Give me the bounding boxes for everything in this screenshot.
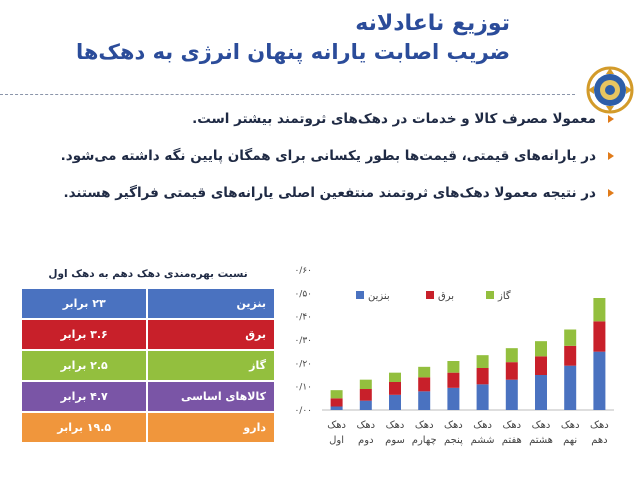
x-tick-label: هفتم [502,435,522,446]
y-tick-label: ۰/۶۰ [294,266,312,276]
bullet-item: در یارانه‌های قیمتی، قیمت‌ها بطور یکسانی… [50,147,614,165]
x-tick-label: نهم [563,435,577,446]
title-block: توزیع ناعادلانه ضریب اصابت یارانه پنهان … [76,10,510,66]
bar-segment [389,394,401,410]
x-tick-label: دهک [532,420,551,431]
x-tick-label: دهک [386,420,405,431]
legend-label: برق [438,291,454,302]
row-value: ۴.۷ برابر [19,380,149,413]
x-tick-label: دوم [358,435,373,446]
bar-segment [359,389,372,401]
table-row: برق ۳.۶ برابر [19,318,276,351]
page-title: توزیع ناعادلانه [355,11,510,36]
x-tick-label: هشتم [529,435,553,446]
legend-label: گاز [497,290,511,302]
legend-swatch [356,291,364,299]
row-value: ۱۹.۵ برابر [19,411,149,444]
row-value: ۲۳ برابر [19,287,149,320]
divider [0,94,575,95]
bar-segment [447,387,460,410]
ornament-logo-icon [586,66,634,114]
row-name: بنزین [146,287,276,320]
bar-segment [389,382,401,395]
bar-segment [593,298,606,322]
table-row: گاز ۲.۵ برابر [19,349,276,382]
bar-segment [418,377,431,392]
y-tick-label: ۰/۲۰ [294,359,312,369]
bar-segment [330,398,343,407]
x-tick-label: سوم [385,435,405,446]
bar-segment [564,345,577,366]
table-caption: نسبت بهره‌مندی دهک دهم به دهک اول [48,268,248,280]
x-tick-label: دهک [415,420,434,431]
bar-segment [330,390,343,399]
bullet-item: در نتیجه معمولا دهک‌های ثروتمند منتفعین … [50,184,614,202]
row-name: کالاهای اساسی [146,380,276,413]
x-tick-label: دهک [561,420,580,431]
bar-segment [505,362,518,380]
y-tick-label: ۰/۱۰ [294,383,312,393]
bar-segment [564,365,577,410]
legend-label: بنزین [368,291,390,302]
table-row: بنزین ۲۳ برابر [19,287,276,320]
bullet-text: در یارانه‌های قیمتی، قیمت‌ها بطور یکسانی… [60,148,596,164]
bar-segment [476,368,489,385]
row-name: گاز [146,349,276,382]
bullet-list: معمولا مصرف کالا و خدمات در دهک‌های ثروت… [50,110,614,221]
bar-segment [418,391,431,410]
row-name: دارو [146,411,276,444]
bar-segment [476,384,489,410]
row-value: ۲.۵ برابر [19,349,149,382]
bar-segment [593,321,606,352]
bar-segment [330,406,343,410]
x-tick-label: دهک [356,420,375,431]
bullet-item: معمولا مصرف کالا و خدمات در دهک‌های ثروت… [50,110,614,128]
row-value: ۳.۶ برابر [19,318,149,351]
legend-swatch [426,291,434,299]
bar-segment [447,372,460,388]
x-tick-label: چهارم [412,435,437,446]
bar-segment [418,366,431,378]
row-name: برق [146,318,276,351]
y-tick-label: ۰/۴۰ [294,313,312,323]
page-subtitle: ضریب اصابت یارانه پنهان انرژی به دهک‌ها [75,40,510,64]
y-tick-label: ۰/۵۰ [294,289,312,299]
y-tick-label: ۰/۰۰ [294,406,312,416]
bar-segment [389,372,401,382]
x-tick-label: دهک [444,420,463,431]
ratio-table: بنزین ۲۳ برابر برق ۳.۶ برابر گاز ۲.۵ برا… [19,287,276,444]
stacked-bar-chart: ۰/۰۰ ۰/۱۰ ۰/۲۰ ۰/۳۰ ۰/۴۰ ۰/۵۰ ۰/۶۰ دهک اول دهک دوم… [294,266,614,446]
x-tick-label: ششم [471,435,495,446]
y-tick-label: ۰/۳۰ [294,336,312,346]
bar-segment [476,355,489,368]
bar-segment [505,348,518,363]
bullet-icon [608,152,614,160]
bar-segment [359,379,372,389]
x-tick-label: دهک [502,420,521,431]
bar-segment [535,375,547,410]
bullet-icon [608,115,614,123]
bullet-text: معمولا مصرف کالا و خدمات در دهک‌های ثروت… [192,111,596,127]
x-tick-label: دهک [327,420,346,431]
bullet-text: در نتیجه معمولا دهک‌های ثروتمند منتفعین … [63,185,596,201]
table-row: دارو ۱۹.۵ برابر [19,411,276,444]
x-tick-label: دهک [473,420,492,431]
bar-segment [564,329,577,346]
bar-segment [359,400,372,410]
bullet-icon [608,189,614,197]
bar-segment [593,351,606,410]
bar-segment [505,379,518,410]
legend-swatch [486,291,494,299]
x-tick-label: دهک [590,420,609,431]
table-row: کالاهای اساسی ۴.۷ برابر [19,380,276,413]
bar-segment [535,356,547,375]
bar-segment [447,361,460,373]
x-tick-label: پنجم [444,435,463,446]
x-tick-label: دهم [591,435,607,446]
x-tick-label: اول [329,435,344,446]
bar-segment [535,341,547,357]
